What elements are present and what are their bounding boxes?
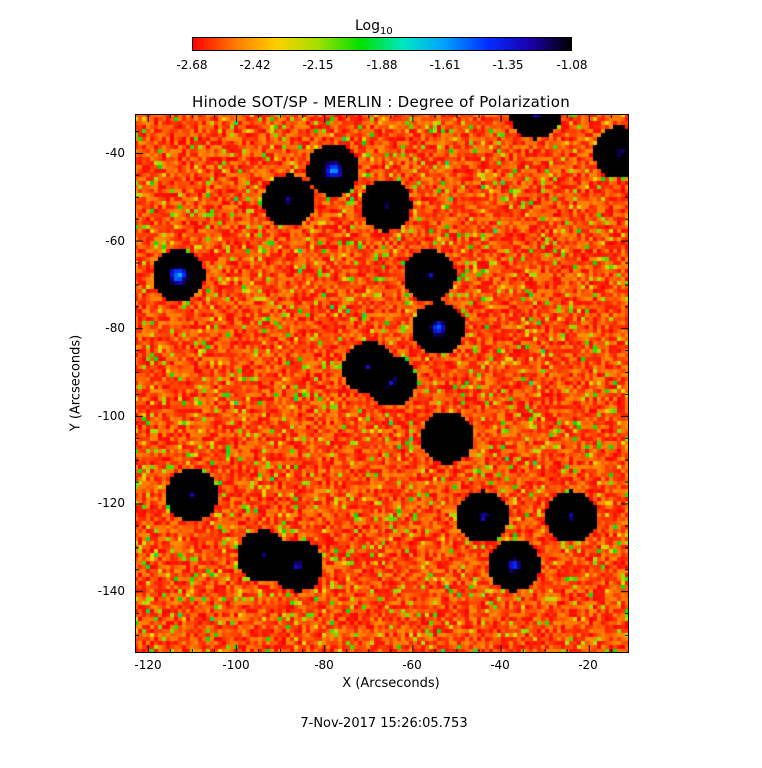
y-axis-label: Y (Arcseconds) [68, 334, 84, 432]
y-tick-label: -40 [105, 146, 125, 160]
x-tick-label: -80 [314, 658, 334, 672]
x-tick-label: -100 [222, 658, 250, 672]
colorbar-title-subscript: 10 [380, 25, 393, 37]
colorbar-tick-label: -1.08 [556, 58, 588, 72]
x-tick-label: -60 [402, 658, 422, 672]
colorbar-title: Log10 [355, 18, 393, 37]
polarization-heatmap [135, 114, 629, 653]
colorbar-tick-label: -1.61 [429, 58, 461, 72]
plot-area [135, 114, 629, 653]
colorbar-tick-label: -1.88 [366, 58, 398, 72]
y-tick-label: -80 [105, 321, 125, 335]
y-tick-label: -140 [97, 584, 125, 598]
colorbar-tick-label: -1.35 [492, 58, 524, 72]
colorbar-title-text: Log [355, 18, 381, 34]
colorbar [192, 37, 572, 51]
timestamp: 7-Nov-2017 15:26:05.753 [300, 716, 468, 731]
chart-title: Hinode SOT/SP - MERLIN : Degree of Polar… [191, 93, 570, 111]
y-tick-label: -120 [97, 496, 125, 510]
x-tick-label: -20 [578, 658, 598, 672]
plot-border [135, 114, 629, 653]
y-tick-label: -100 [97, 409, 125, 423]
x-tick-label: -40 [490, 658, 510, 672]
y-tick-label: -60 [105, 234, 125, 248]
colorbar-tick-label: -2.15 [302, 58, 334, 72]
x-tick-label: -120 [134, 658, 162, 672]
x-axis-label: X (Arcseconds) [342, 676, 440, 691]
plot-axes [135, 114, 629, 653]
colorbar-tick-label: -2.68 [176, 58, 208, 72]
colorbar-tick-label: -2.42 [239, 58, 271, 72]
